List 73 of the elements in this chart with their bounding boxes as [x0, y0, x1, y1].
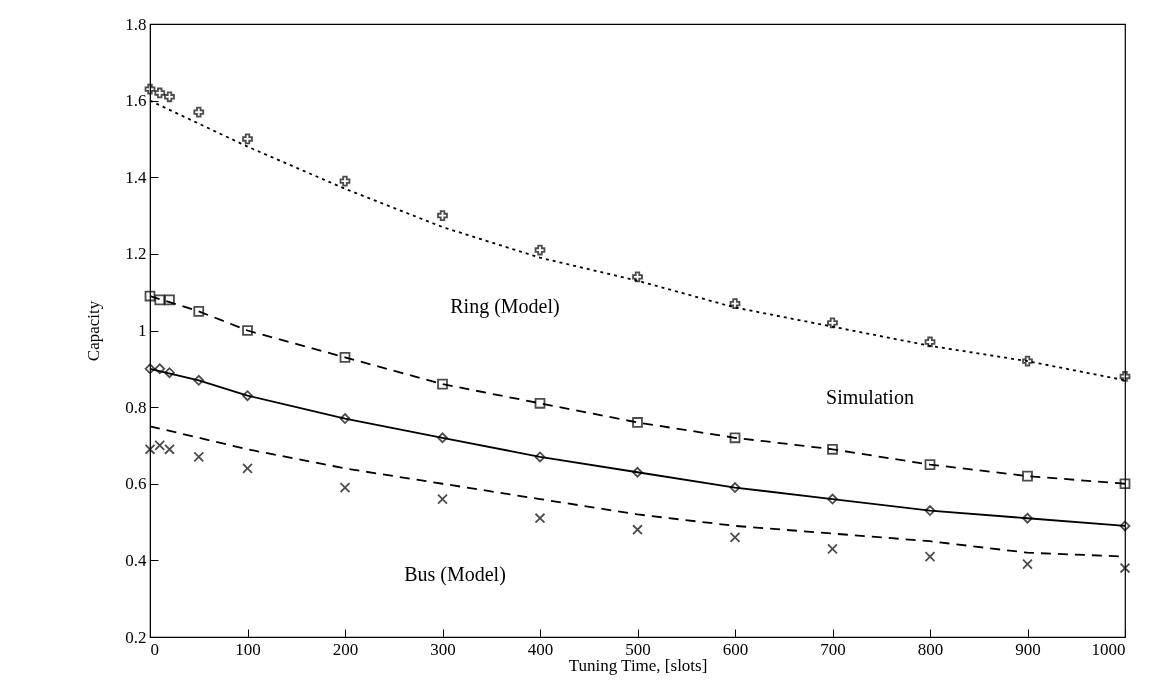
point: [1022, 355, 1033, 367]
x-tick-label: 900: [1015, 639, 1041, 659]
point: [827, 443, 838, 455]
point: [632, 271, 643, 283]
point: [339, 351, 351, 363]
point: [339, 175, 351, 187]
point: [144, 83, 156, 95]
annotation: Ring (Model): [450, 295, 560, 318]
annotation: Simulation: [826, 386, 914, 408]
point: [164, 294, 175, 306]
point: [154, 294, 166, 306]
point: [827, 543, 838, 555]
x-tick-label: 300: [430, 639, 456, 659]
y-tick-label: 0.4: [125, 550, 147, 570]
point: [193, 305, 205, 317]
point: [144, 443, 156, 455]
x-tick-label: 100: [235, 639, 261, 659]
annotation: Bus (Model): [404, 563, 506, 586]
point: [534, 512, 546, 524]
point: [924, 336, 936, 348]
y-tick-label: 1.4: [125, 167, 147, 187]
point: [729, 298, 741, 310]
point: [164, 91, 175, 103]
x-tick-label: 700: [820, 639, 846, 659]
point: [632, 524, 643, 536]
point: [534, 397, 546, 409]
point: [193, 451, 205, 463]
point: [534, 244, 546, 256]
point: [632, 466, 643, 478]
x-tick-label: 800: [917, 639, 944, 659]
point: [193, 106, 205, 118]
y-tick-label: 0.8: [125, 397, 147, 417]
point: [1119, 478, 1131, 490]
point: [242, 133, 253, 145]
point: [154, 440, 166, 451]
point: [242, 325, 253, 336]
y-tick-label: 1.6: [125, 91, 147, 111]
y-tick-label: 1.2: [125, 244, 147, 264]
point: [632, 417, 643, 428]
y-tick-label: 0.6: [125, 474, 147, 494]
point: [242, 463, 253, 474]
x-tick-label: 400: [527, 639, 554, 659]
point: [827, 317, 838, 329]
point: [729, 532, 741, 543]
y-tick-label: 0.2: [125, 627, 147, 647]
point: [534, 451, 546, 463]
point: [339, 482, 351, 493]
point: [437, 210, 448, 221]
y-axis-title: Capacity: [84, 300, 104, 362]
point: [164, 367, 175, 379]
point: [144, 290, 156, 302]
point: [437, 493, 448, 505]
point: [164, 443, 175, 455]
point: [154, 87, 166, 99]
point: [1119, 562, 1131, 574]
x-tick-label: 200: [332, 639, 359, 659]
x-tick-label: 600: [722, 639, 749, 659]
point: [924, 459, 936, 470]
point: [242, 390, 253, 401]
x-tick-label: 1000: [1091, 639, 1126, 659]
point: [729, 432, 741, 444]
point: [1022, 558, 1033, 570]
point: [437, 378, 448, 390]
point: [437, 432, 448, 444]
y-tick-label: 1.8: [125, 14, 147, 34]
x-tick-label: 0: [150, 639, 159, 659]
point: [1119, 520, 1131, 532]
point: [1119, 371, 1131, 382]
point: [1022, 470, 1033, 482]
point: [144, 363, 156, 375]
y-tick-label: 1: [138, 321, 147, 340]
point: [1022, 512, 1033, 524]
point: [924, 551, 936, 562]
